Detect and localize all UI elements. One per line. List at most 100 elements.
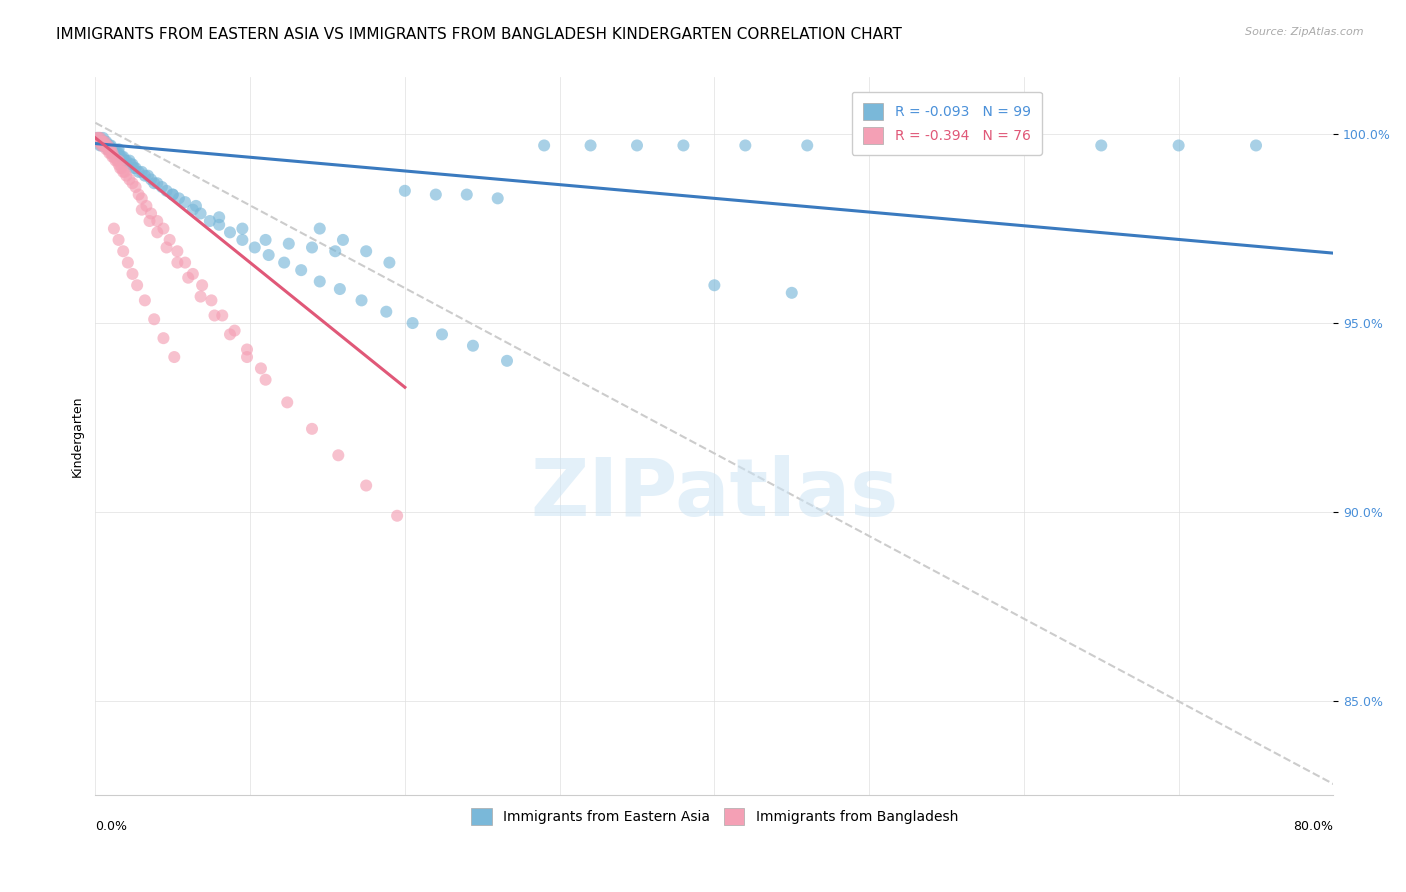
Point [181, 202, 204, 217]
Point [150, 180, 173, 194]
Point [134, 293, 156, 308]
Point [90, 138, 112, 153]
Point [167, 191, 190, 205]
Point [107, 146, 129, 161]
Point [101, 150, 124, 164]
Point [101, 146, 124, 161]
Point [118, 172, 141, 186]
Point [98, 138, 121, 153]
Point [86, 131, 108, 145]
Point [100, 146, 122, 161]
Point [1012, 138, 1035, 153]
Point [159, 233, 181, 247]
Point [198, 214, 221, 228]
Point [174, 195, 197, 210]
Point [120, 157, 142, 171]
Point [96, 142, 118, 156]
Point [107, 153, 129, 168]
Point [301, 240, 323, 254]
Point [139, 172, 162, 186]
Point [100, 138, 122, 153]
Point [394, 184, 416, 198]
Point [103, 150, 125, 164]
Point [89, 135, 111, 149]
Point [162, 187, 184, 202]
Point [107, 233, 129, 247]
Point [112, 150, 135, 164]
Point [166, 255, 188, 269]
Point [200, 293, 222, 308]
Point [236, 350, 259, 364]
Point [90, 138, 112, 153]
Point [97, 142, 120, 156]
Point [163, 350, 186, 364]
Point [858, 138, 880, 153]
Point [211, 309, 233, 323]
Point [104, 153, 127, 168]
Point [108, 161, 131, 175]
Point [121, 176, 143, 190]
Point [122, 161, 145, 175]
Point [328, 448, 350, 462]
Point [114, 153, 136, 168]
Point [89, 135, 111, 149]
Point [231, 233, 253, 247]
Point [131, 165, 153, 179]
Point [354, 478, 377, 492]
Point [301, 422, 323, 436]
Point [146, 225, 169, 239]
Point [208, 218, 231, 232]
Point [155, 240, 177, 254]
Point [533, 138, 555, 153]
Point [98, 142, 121, 156]
Point [91, 138, 114, 153]
Point [135, 199, 157, 213]
Point [250, 361, 273, 376]
Text: 80.0%: 80.0% [1294, 821, 1333, 833]
Point [100, 142, 122, 156]
Text: ZIPatlas: ZIPatlas [530, 455, 898, 533]
Point [1244, 138, 1267, 153]
Point [93, 135, 115, 149]
Point [273, 255, 295, 269]
Point [224, 324, 246, 338]
Legend: Immigrants from Eastern Asia, Immigrants from Bangladesh: Immigrants from Eastern Asia, Immigrants… [464, 801, 965, 831]
Point [935, 138, 957, 153]
Point [105, 153, 128, 168]
Point [152, 331, 174, 345]
Point [146, 176, 169, 190]
Point [378, 255, 401, 269]
Point [208, 211, 231, 225]
Point [131, 191, 153, 205]
Point [430, 327, 453, 342]
Point [703, 278, 725, 293]
Point [1090, 138, 1112, 153]
Point [96, 138, 118, 153]
Point [276, 395, 298, 409]
Point [104, 146, 127, 161]
Point [97, 138, 120, 153]
Point [103, 221, 125, 235]
Point [177, 270, 200, 285]
Point [139, 206, 162, 220]
Point [219, 225, 242, 239]
Point [128, 165, 150, 179]
Point [103, 142, 125, 156]
Point [107, 142, 129, 156]
Point [401, 316, 423, 330]
Point [90, 135, 112, 149]
Point [496, 354, 519, 368]
Point [86, 131, 108, 145]
Point [375, 304, 398, 318]
Point [290, 263, 312, 277]
Point [124, 161, 146, 175]
Point [385, 508, 408, 523]
Point [236, 343, 259, 357]
Point [166, 244, 188, 259]
Point [162, 187, 184, 202]
Point [231, 221, 253, 235]
Point [354, 244, 377, 259]
Point [181, 267, 204, 281]
Point [108, 150, 131, 164]
Point [131, 202, 153, 217]
